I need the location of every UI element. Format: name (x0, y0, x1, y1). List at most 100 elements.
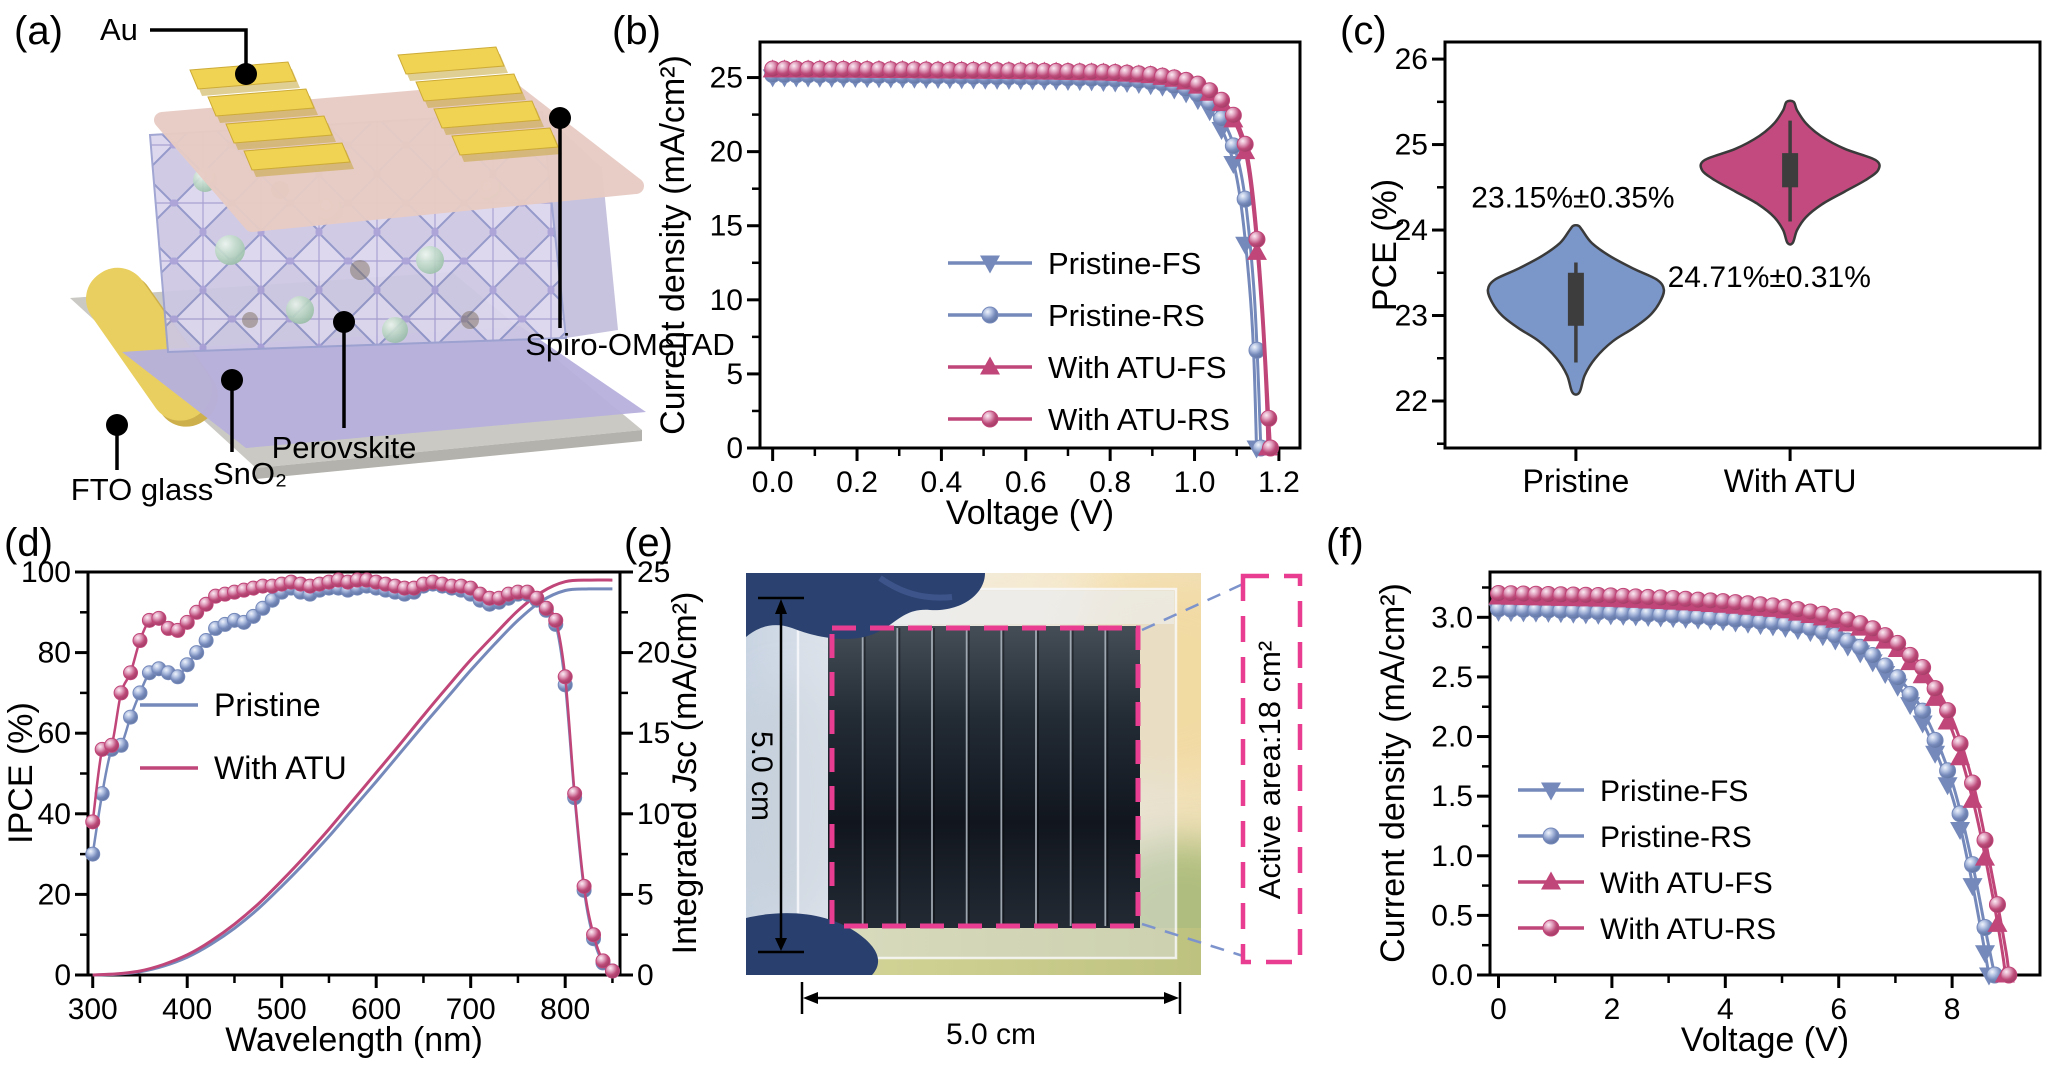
x-tick-label: 0.6 (1005, 466, 1047, 499)
ipce-marker (132, 633, 148, 649)
callout-line-top (1141, 582, 1244, 632)
series-marker (1889, 634, 1907, 652)
panel-c-tag: (c) (1340, 9, 1387, 53)
y-tick-label: 10 (710, 284, 743, 317)
module-photo: 5.0 cm 5.0 cm Active area:18 cm² (745, 573, 1303, 1051)
x-tick-label: 300 (68, 993, 118, 1026)
ipce-marker (557, 669, 573, 685)
violin-box (1567, 272, 1584, 326)
series-marker (1975, 847, 1995, 866)
y-tick-label: 20 (637, 637, 670, 670)
cell-separators (861, 628, 1109, 926)
glove-bottom (746, 913, 879, 975)
legend-label: With ATU-RS (1600, 913, 1776, 946)
ipce-chart: 300 400 500 600 700 800 0 20 40 60 80 100 0 5 10 15 20 25… (21, 556, 670, 1026)
label-perovskite: Perovskite (272, 430, 417, 465)
ipce-marker (529, 590, 545, 606)
plot-frame (758, 40, 1302, 450)
y-tick-label: 24 (1395, 214, 1428, 247)
jv-module-chart: 0 2 4 6 8 0.0 0.5 1.0 1.5 2.0 2.5 3.0 Pristine-FS Pri… (1431, 570, 2042, 1026)
series-marker (981, 306, 999, 324)
jv-cell-chart: 0.0 0.2 0.4 0.6 0.8 1.0 1.2 0 5 10 15 20 25 Pristine-… (710, 40, 1302, 499)
series-marker (1950, 747, 1971, 766)
cation-sphere (382, 317, 408, 343)
series-marker (1541, 871, 1561, 890)
substrate-edge (256, 430, 642, 479)
glove-highlight (878, 575, 953, 601)
series-marker (1926, 680, 1944, 698)
cation-sphere (286, 296, 314, 324)
panel-f-tag: (f) (1326, 521, 1364, 565)
d-right-axis-label: Integrated Jsc (mA/cm²) (666, 592, 704, 955)
ipce-marker (586, 927, 602, 943)
ipce-marker (179, 657, 195, 673)
ipce-marker (576, 878, 592, 894)
series-marker (1201, 82, 1219, 100)
series-marker (1901, 646, 1919, 664)
series-marker (1964, 774, 1982, 792)
y-tick-label: 20 (710, 136, 743, 169)
legend-label: Pristine (214, 687, 321, 723)
b-x-axis-label: Voltage (V) (946, 494, 1114, 532)
ipce-marker (538, 600, 554, 616)
x-tick-label: 2 (1604, 993, 1621, 1026)
x-tick-label: 500 (257, 993, 307, 1026)
y-tick-label: 22 (1395, 385, 1428, 418)
y-tick-label: 5 (726, 358, 743, 391)
series-marker (1236, 135, 1254, 153)
ipce-marker (179, 614, 195, 630)
ipce-marker (189, 645, 205, 661)
x-tick-label: 0 (1490, 993, 1507, 1026)
legend-label: Pristine-FS (1600, 775, 1748, 808)
lattice-shadow-blob (242, 312, 258, 328)
x-tick-label: 0.4 (921, 466, 963, 499)
x-tick-label: 1.0 (1174, 466, 1216, 499)
series-marker (1542, 827, 1560, 845)
series-marker (1901, 685, 1919, 703)
ipce-marker (85, 814, 101, 830)
y-tick-label: 23 (1395, 300, 1428, 333)
label-sno2: SnO₂ (213, 456, 287, 491)
y-tick-label: 0 (726, 432, 743, 465)
legend-label: Pristine-FS (1048, 246, 1201, 281)
ipce-marker (123, 709, 139, 725)
sno2-layer (122, 326, 646, 448)
legend-label: Pristine-RS (1048, 298, 1205, 333)
x-tick-label: 0.8 (1089, 466, 1131, 499)
x-tick-label: 0.0 (752, 466, 794, 499)
ipce-marker (567, 786, 583, 802)
ipce-marker (123, 665, 139, 681)
y-tick-label: 15 (710, 210, 743, 243)
b-y-axis-label: Current density (mA/cm²) (654, 55, 692, 435)
ipce-line (91, 578, 614, 972)
series-marker (2000, 966, 2018, 984)
x-tick-label: 8 (1944, 993, 1961, 1026)
ipce-marker (595, 953, 611, 969)
ipce-marker (151, 610, 167, 626)
y-tick-label: 10 (637, 798, 670, 831)
x-tick-label: 4 (1717, 993, 1734, 1026)
y-tick-label: 2.5 (1431, 661, 1473, 694)
series-marker (1864, 646, 1882, 664)
leader-lines (115, 28, 562, 470)
cation-sphere (215, 235, 245, 265)
y-tick-label: 0.5 (1431, 899, 1473, 932)
series-marker (1939, 762, 1957, 780)
violin-annotation: 24.71%±0.31% (1668, 261, 1871, 294)
ipce-marker (604, 963, 620, 979)
violin-annotation: 23.15%±0.35% (1471, 182, 1674, 215)
series-marker (1542, 919, 1560, 937)
active-area-label: Active area:18 cm² (1252, 641, 1287, 899)
x-tick-label: 600 (351, 993, 401, 1026)
series-marker (1914, 702, 1932, 720)
pce-violin-chart: 22 23 24 25 26 Pristine With ATU 23.15%±0.35% 24… (1395, 40, 2042, 499)
legend-label: With ATU (214, 750, 347, 786)
label-au: Au (100, 12, 138, 47)
y-tick-label: 80 (38, 637, 71, 670)
category-label: With ATU (1724, 463, 1857, 499)
x-tick-label: 1.2 (1258, 466, 1300, 499)
ipce-marker (104, 737, 120, 753)
ipce-marker (132, 685, 148, 701)
y-tick-label: 2.0 (1431, 721, 1473, 754)
